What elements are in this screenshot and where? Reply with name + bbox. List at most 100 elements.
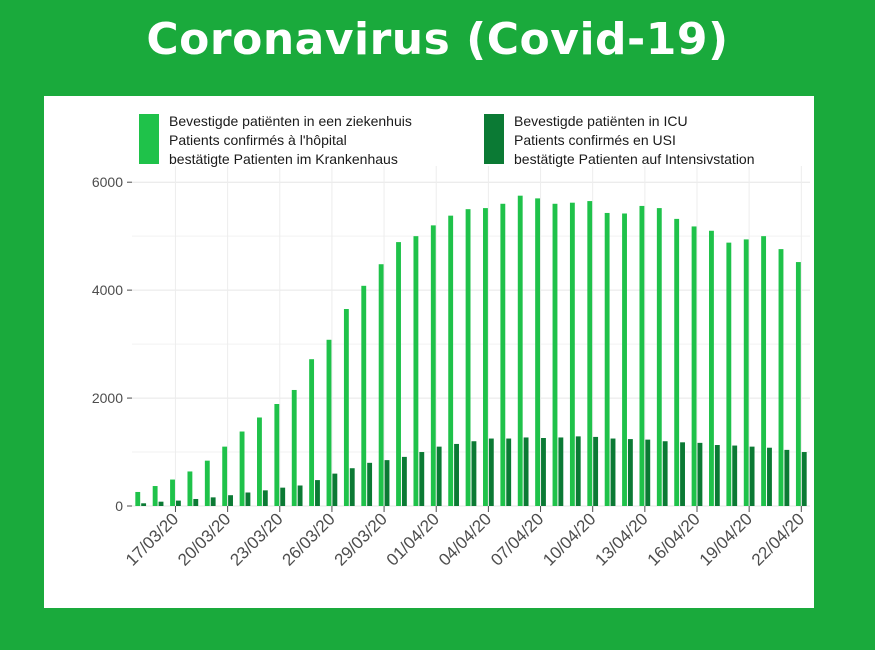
chart-panel: Bevestigde patiënten in een ziekenhuis Pa…	[44, 96, 814, 608]
x-tick-label: 01/04/20	[383, 509, 443, 569]
x-tick-label: 07/04/20	[487, 509, 547, 569]
legend: Bevestigde patiënten in een ziekenhuis Pa…	[139, 113, 755, 167]
bar-hospital	[691, 226, 697, 506]
bar-hospital	[257, 417, 262, 506]
bar-icu	[158, 501, 164, 506]
bar-hospital	[152, 486, 158, 506]
legend-line: Bevestigde patiënten in een ziekenhuis	[169, 113, 412, 129]
bar-hospital	[135, 491, 141, 506]
bar-icu	[332, 473, 338, 506]
bar-hospital	[517, 195, 523, 506]
bar-hospital	[222, 446, 228, 506]
bar-hospital	[674, 218, 680, 506]
bar-hospital	[761, 236, 767, 506]
bar-hospital	[743, 239, 749, 506]
bar-hospital	[500, 203, 506, 506]
bar-icu	[384, 460, 390, 506]
y-tick-label: 0	[115, 498, 123, 514]
bar-hospital	[413, 236, 419, 506]
legend-line: Bevestigde patiënten in ICU	[514, 113, 688, 129]
x-tick-label: 13/04/20	[591, 509, 651, 569]
bar-icu	[436, 446, 442, 506]
bar-icu	[575, 436, 581, 506]
legend-line: Patients confirmés en USI	[514, 132, 676, 148]
bar-icu	[506, 438, 512, 506]
bar-icu	[645, 439, 651, 506]
x-tick-label: 20/03/20	[174, 509, 234, 569]
bar-hospital	[726, 242, 732, 506]
bar-icu	[558, 437, 564, 506]
bar-icu	[419, 452, 425, 506]
bar-hospital	[448, 215, 454, 506]
bar-hospital	[361, 285, 367, 506]
bar-icu	[401, 456, 407, 506]
bar-hospital	[170, 479, 175, 506]
x-tick-label: 19/04/20	[696, 509, 756, 569]
legend-swatch	[139, 114, 159, 164]
bar-icu	[610, 438, 616, 506]
bar-icu	[297, 485, 303, 506]
bar-hospital	[343, 309, 349, 506]
x-tick-label: 22/04/20	[748, 509, 808, 569]
bar-icu	[280, 487, 286, 506]
page-title: Coronavirus (Covid-19)	[146, 14, 729, 65]
bar-hospital	[204, 460, 210, 506]
bar-hospital	[709, 230, 714, 506]
bar-icu	[193, 498, 199, 506]
bar-hospital	[604, 212, 610, 506]
grid	[132, 166, 810, 507]
bar-icu	[732, 445, 738, 506]
bar-hospital	[291, 389, 297, 506]
bar-hospital	[378, 264, 384, 506]
bar-hospital	[569, 202, 575, 506]
bar-icu	[141, 503, 147, 506]
bar-icu	[523, 437, 529, 506]
x-tick-label: 23/03/20	[226, 509, 286, 569]
x-tick-label: 16/04/20	[644, 509, 704, 569]
bar-icu	[627, 439, 633, 506]
bar-icu	[662, 441, 668, 506]
bar-icu	[349, 468, 355, 506]
bar-icu	[315, 480, 320, 506]
bar-icu	[714, 445, 720, 506]
bar-icu	[245, 492, 251, 506]
legend-line: bestätigte Patienten im Krankenhaus	[169, 151, 398, 167]
bar-icu	[175, 500, 181, 506]
bar-hospital	[778, 249, 784, 506]
bar-hospital	[396, 242, 401, 506]
bar-icu	[454, 443, 459, 506]
y-tick-label: 2000	[92, 390, 123, 406]
bar-icu	[749, 446, 755, 506]
bar-hospital	[535, 198, 541, 506]
bar-icu	[367, 462, 373, 506]
bar-icu	[767, 447, 772, 506]
bar-icu	[593, 436, 599, 506]
x-tick-label: 26/03/20	[279, 509, 339, 569]
bar-icu	[488, 438, 494, 506]
x-tick-label: 04/04/20	[435, 509, 495, 569]
y-tick-label: 4000	[92, 282, 123, 298]
bar-hospital	[795, 262, 801, 506]
x-tick-label: 17/03/20	[122, 509, 182, 569]
bar-hospital	[656, 208, 662, 506]
x-axis: 17/03/2020/03/2023/03/2026/03/2029/03/20…	[122, 506, 808, 570]
bar-icu	[680, 442, 685, 506]
y-axis: 0 2000 4000 6000	[92, 174, 132, 514]
bar-icu	[262, 490, 268, 506]
bar-hospital	[309, 359, 315, 506]
bars	[135, 195, 807, 506]
bar-hospital	[587, 201, 593, 506]
bar-icu	[784, 449, 790, 506]
legend-entry: Bevestigde patiënten in een ziekenhuis Pa…	[169, 113, 412, 167]
bar-hospital	[483, 208, 488, 506]
y-tick-label: 6000	[92, 174, 123, 190]
bar-chart: Bevestigde patiënten in een ziekenhuis Pa…	[92, 113, 810, 570]
legend-swatch	[484, 114, 504, 164]
bar-hospital	[187, 471, 193, 506]
bar-icu	[471, 441, 477, 506]
bar-hospital	[465, 209, 471, 506]
x-tick-label: 10/04/20	[539, 509, 599, 569]
bar-icu	[541, 438, 546, 506]
legend-line: bestätigte Patienten auf Intensivstation	[514, 151, 755, 167]
bar-hospital	[239, 431, 245, 506]
